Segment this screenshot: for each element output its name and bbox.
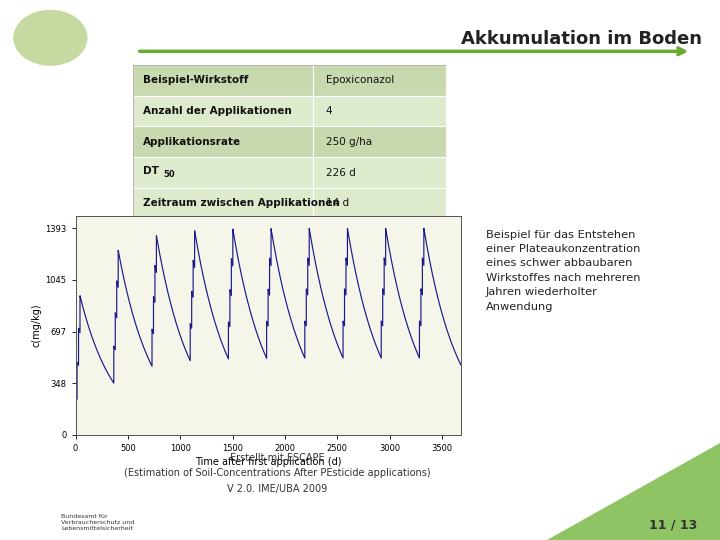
Text: 250 g/ha: 250 g/ha <box>326 137 372 147</box>
Bar <box>313 157 446 188</box>
Text: Zeitraum zwischen Applikationen: Zeitraum zwischen Applikationen <box>143 198 339 208</box>
Text: (Estimation of Soil-Concentrations After PEsticide applications): (Estimation of Soil-Concentrations After… <box>124 468 431 478</box>
Polygon shape <box>547 443 720 540</box>
Text: 50: 50 <box>163 170 174 179</box>
Text: 11 / 13: 11 / 13 <box>649 519 698 532</box>
Bar <box>133 157 313 188</box>
X-axis label: Time after first application (d): Time after first application (d) <box>195 457 341 467</box>
Bar <box>133 126 313 157</box>
Text: Beispiel-Wirkstoff: Beispiel-Wirkstoff <box>143 75 248 85</box>
Bar <box>313 126 446 157</box>
Bar <box>133 96 313 126</box>
Text: Bundesamt für
Verbraucherschutz und
Lebensmittelsicherheit: Bundesamt für Verbraucherschutz und Lebe… <box>61 514 135 531</box>
Bar <box>313 96 446 126</box>
Text: 226 d: 226 d <box>326 167 356 178</box>
Text: V 2.0. IME/UBA 2009: V 2.0. IME/UBA 2009 <box>227 484 328 494</box>
Text: Akkumulation im Boden: Akkumulation im Boden <box>461 30 702 48</box>
Text: 4: 4 <box>326 106 333 116</box>
Bar <box>133 188 313 219</box>
Text: Beispiel für das Entstehen
einer Plateaukonzentration
eines schwer abbaubaren
Wi: Beispiel für das Entstehen einer Plateau… <box>486 230 641 312</box>
Bar <box>313 188 446 219</box>
Text: Erstellt mit ESCAPE: Erstellt mit ESCAPE <box>230 453 325 463</box>
Text: Applikationsrate: Applikationsrate <box>143 137 240 147</box>
Text: Epoxiconazol: Epoxiconazol <box>326 75 394 85</box>
Y-axis label: c(mg/kg): c(mg/kg) <box>31 303 41 347</box>
Circle shape <box>14 10 87 65</box>
Bar <box>313 65 446 96</box>
Text: DT: DT <box>143 166 158 176</box>
Bar <box>133 65 313 96</box>
Text: 14 d: 14 d <box>326 198 349 208</box>
Text: Anzahl der Applikationen: Anzahl der Applikationen <box>143 106 292 116</box>
